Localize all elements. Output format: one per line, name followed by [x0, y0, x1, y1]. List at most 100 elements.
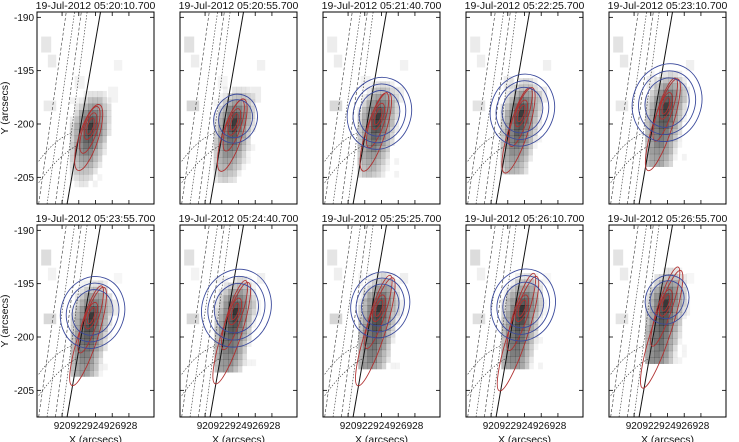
source-pixel [681, 306, 687, 313]
y-tick-label: -200 [14, 120, 34, 131]
source-pixel [362, 349, 368, 357]
red-contour [83, 112, 98, 140]
source-pixel [385, 343, 391, 351]
background-pixel [360, 289, 371, 302]
source-pixel [362, 285, 368, 293]
source-pixel [537, 90, 543, 98]
source-pixel [533, 292, 539, 299]
source-pixel [107, 293, 113, 300]
source-pixel [649, 96, 655, 103]
source-pixel [677, 96, 683, 103]
source-pixel [367, 292, 373, 299]
source-pixel [672, 83, 678, 91]
source-pixel [78, 122, 84, 130]
panel-plot-area [180, 225, 297, 417]
source-pixel [390, 324, 396, 331]
source-pixel [214, 327, 220, 335]
source-pixel [681, 344, 687, 352]
source-pixel [505, 292, 511, 299]
source-pixel [677, 286, 683, 294]
source-pixel [227, 169, 233, 177]
source-pixel [380, 170, 386, 178]
panel-title: 19-Jul-2012 05:26:55.700 [608, 213, 728, 225]
blue-contour [346, 76, 413, 150]
source-pixel [362, 113, 367, 121]
source-pixel [242, 340, 247, 347]
source-pixel [645, 312, 651, 320]
source-pixel [505, 154, 510, 162]
source-pixel [219, 314, 224, 322]
blue-contour [207, 275, 266, 341]
source-pixel [390, 317, 396, 325]
source-pixel [102, 293, 108, 300]
source-pixel [681, 286, 687, 294]
source-pixel [663, 115, 669, 123]
source-pixel [375, 81, 381, 89]
source-pixel [83, 103, 89, 111]
source-pixel [227, 176, 233, 183]
source-pixel [510, 285, 516, 293]
source-pixel [523, 90, 529, 98]
background-pixel [476, 54, 486, 68]
red-contour [228, 297, 243, 326]
loop-line [38, 132, 73, 162]
source-pixel [88, 161, 94, 169]
source-pixel [385, 337, 391, 344]
source-pixel [677, 121, 683, 129]
x-tick-label: 922 [70, 421, 87, 432]
source-pixel [366, 151, 372, 159]
source-pixel [395, 298, 400, 306]
background-pixel [470, 36, 481, 53]
source-pixel [218, 112, 224, 119]
source-pixel [251, 308, 257, 315]
source-pixel [518, 135, 524, 143]
source-pixel [227, 93, 233, 100]
source-pixel [213, 125, 219, 132]
source-pixel [668, 121, 674, 129]
source-pixel [107, 299, 113, 307]
source-pixel [658, 147, 664, 155]
panel-plot-area [180, 12, 297, 204]
x-axis-label: X (arcsecs) [641, 434, 694, 442]
source-pixel [380, 81, 386, 89]
source-pixel [222, 99, 228, 107]
panel-3: 19-Jul-2012 05:21:40.700 [322, 0, 441, 205]
background-pixel [74, 76, 85, 89]
source-pixel [101, 97, 107, 105]
source-pixel [528, 349, 534, 357]
red-contour [227, 108, 242, 136]
source-pixel [385, 126, 390, 133]
background-pixel [476, 267, 486, 281]
source-pixel [218, 131, 224, 139]
source-pixel [362, 126, 367, 133]
source-pixel [89, 280, 94, 288]
source-pixel [245, 157, 251, 164]
source-pixel [376, 330, 382, 338]
source-pixel [523, 122, 529, 130]
source-pixel [663, 267, 669, 275]
source-pixel [389, 94, 395, 101]
source-pixel [92, 148, 98, 156]
source-pixel [663, 338, 669, 345]
source-pixel [645, 115, 651, 123]
source-pixel [523, 161, 529, 169]
source-pixel [89, 370, 94, 377]
source-pixel [500, 135, 506, 143]
source-pixel [649, 109, 655, 116]
source-pixel [237, 301, 243, 309]
source-pixel [528, 110, 533, 117]
source-pixel [385, 100, 390, 108]
source-pixel [366, 94, 372, 101]
source-pixel [74, 116, 80, 124]
source-pixel [649, 160, 655, 167]
source-pixel [362, 317, 368, 325]
red-contour [650, 266, 681, 347]
source-pixel [251, 314, 257, 322]
source-pixel [245, 118, 251, 126]
source-pixel [514, 154, 520, 162]
source-pixel [663, 274, 669, 281]
source-pixel [532, 135, 538, 143]
x-tick-label: 920 [197, 421, 214, 432]
source-pixel [228, 289, 234, 296]
blue-contour [361, 283, 400, 327]
